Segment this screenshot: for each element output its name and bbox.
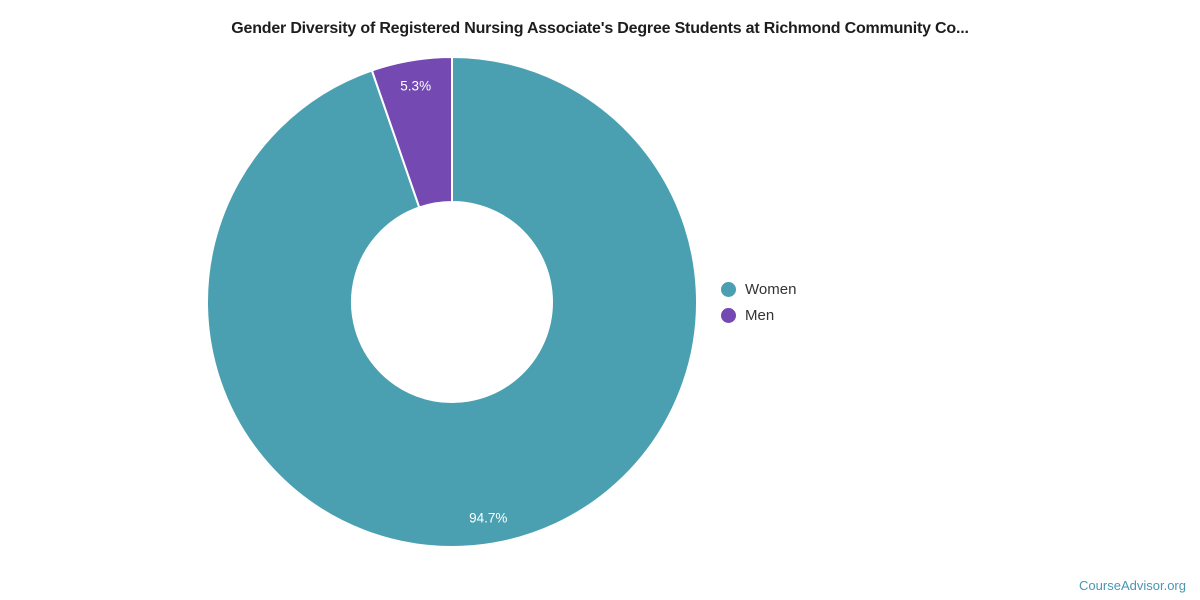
slice-label-men: 5.3% [400, 79, 431, 94]
legend: Women Men [721, 282, 796, 323]
legend-swatch-icon [721, 282, 736, 297]
brand-link[interactable]: CourseAdvisor.org [1079, 578, 1186, 593]
slice-label-women: 94.7% [469, 511, 507, 526]
legend-label: Men [745, 307, 775, 324]
donut-slice-women[interactable] [206, 56, 698, 548]
legend-item-men[interactable]: Men [721, 308, 796, 323]
legend-item-women[interactable]: Women [721, 282, 796, 297]
legend-label: Women [745, 281, 797, 298]
chart-title: Gender Diversity of Registered Nursing A… [231, 20, 969, 37]
legend-swatch-icon [721, 308, 736, 323]
donut-slice-men[interactable] [370, 56, 453, 209]
